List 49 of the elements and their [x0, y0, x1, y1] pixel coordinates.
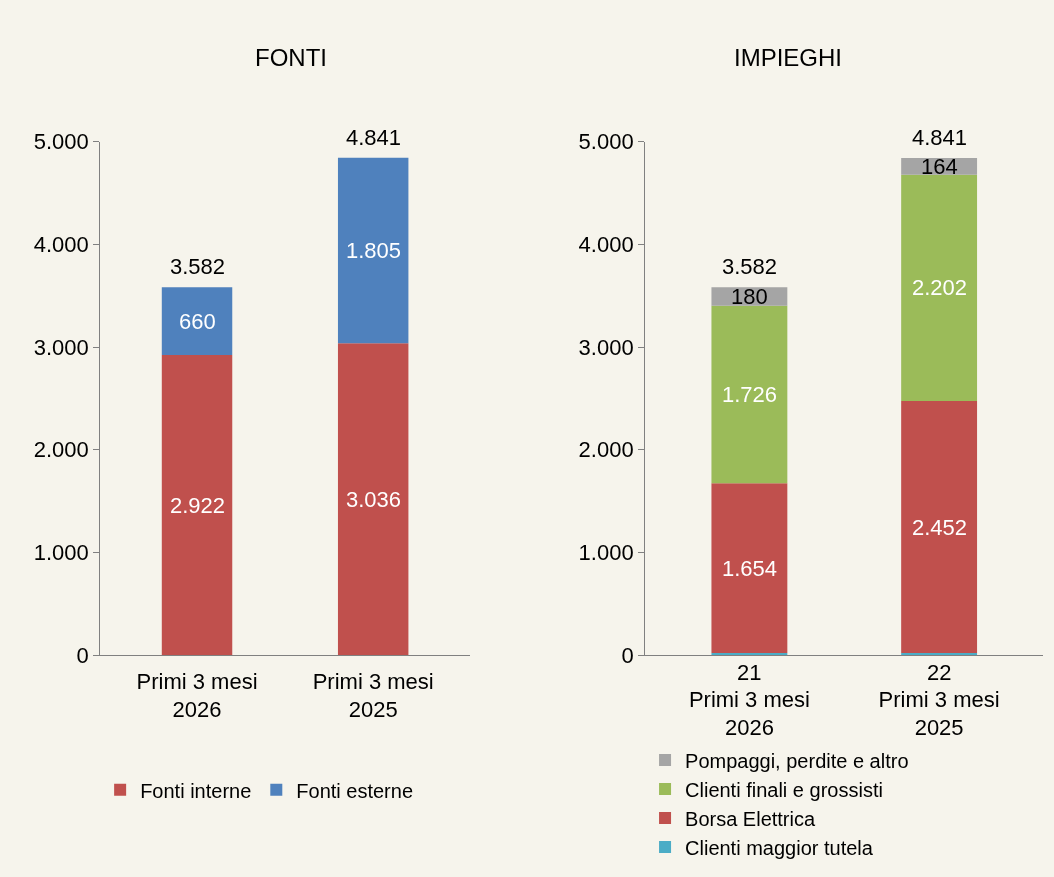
y-tick-label: 3.000 — [33, 334, 89, 360]
bar — [711, 483, 788, 654]
data-label: 1.726 — [722, 382, 778, 407]
y-tick-label: 4.000 — [33, 231, 89, 257]
legend-label: Pompaggi, perdite e altro — [685, 749, 909, 772]
y-tick-label: 4.000 — [578, 231, 634, 257]
data-label: 660 — [179, 309, 216, 334]
data-label: 22 — [927, 660, 952, 685]
chart-title: IMPIEGHI — [734, 44, 843, 71]
data-label: 2.452 — [912, 515, 968, 540]
x-tick-label: Primi 3 mesi 2025 — [878, 686, 1000, 741]
x-tick-label: Primi 3 mesi 2026 — [688, 686, 810, 741]
y-tick-label: 2.000 — [33, 437, 89, 463]
total-label: 4.841 — [912, 125, 968, 150]
data-label: 2.202 — [912, 275, 968, 300]
total-label: 4.841 — [346, 125, 402, 150]
data-label: 3.036 — [346, 487, 402, 512]
bar — [161, 355, 233, 656]
bar — [901, 174, 978, 402]
data-label: 1.654 — [722, 556, 778, 581]
y-tick-label: 2.000 — [578, 437, 634, 463]
x-tick-label: Primi 3 mesi 2025 — [312, 668, 434, 723]
y-tick-label: 1.000 — [33, 540, 89, 566]
y-tick-label: 1.000 — [578, 540, 634, 566]
data-label: 2.922 — [170, 493, 226, 518]
y-tick-label: 5.000 — [33, 129, 89, 155]
total-label: 3.582 — [722, 254, 778, 279]
data-label: 1.805 — [346, 238, 402, 263]
total-label: 3.582 — [170, 254, 226, 279]
bar — [711, 305, 788, 484]
bar — [161, 287, 233, 356]
legend-label: Clienti maggior tutela — [685, 836, 874, 859]
y-tick-label: 5.000 — [578, 129, 634, 155]
legend-label: Fonti esterne — [296, 779, 414, 802]
bar — [901, 401, 978, 653]
legend-label: Clienti finali e grossisti — [685, 778, 883, 801]
data-label: 180 — [731, 284, 768, 309]
x-tick-label: Primi 3 mesi 2026 — [136, 668, 258, 723]
bar — [337, 343, 409, 656]
legend-label: Borsa Elettrica — [685, 807, 816, 830]
y-tick-label: 0 — [621, 642, 634, 668]
y-tick-label: 3.000 — [578, 334, 634, 360]
legend-label: Fonti interne — [140, 779, 252, 802]
bar — [711, 653, 788, 656]
chart-title: FONTI — [255, 44, 327, 71]
bar — [337, 157, 409, 344]
y-tick-label: 0 — [76, 642, 89, 668]
data-label: 164 — [921, 154, 958, 179]
data-label: 21 — [737, 660, 762, 685]
